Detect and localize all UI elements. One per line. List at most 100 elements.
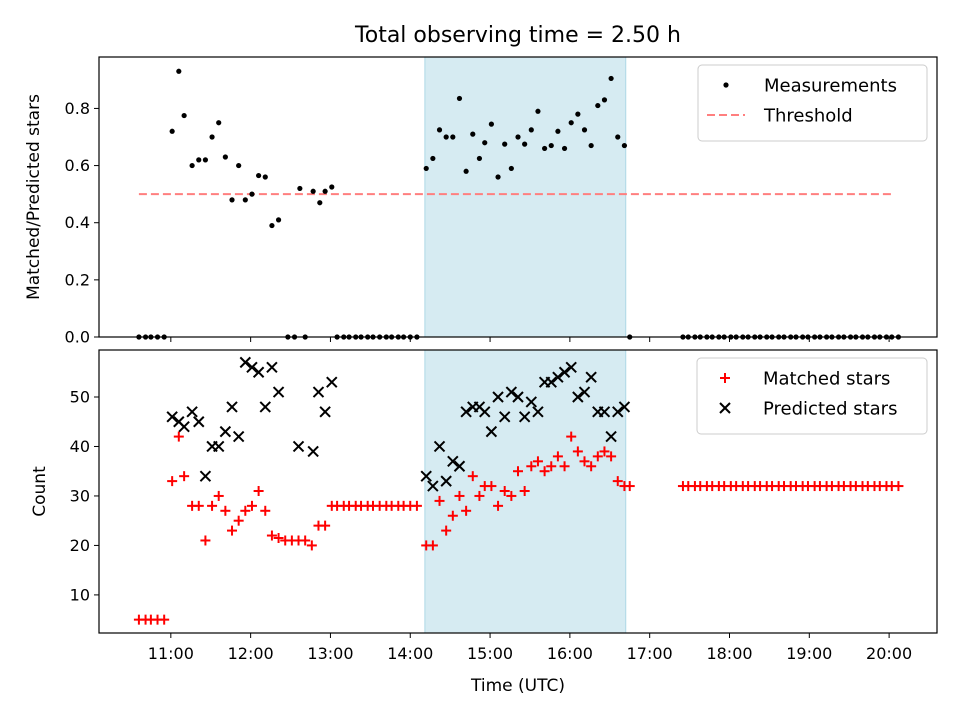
marker-stroke (178, 420, 190, 433)
matched-stars-point (461, 505, 472, 516)
marker-stroke (578, 386, 591, 398)
marker-stroke (512, 391, 524, 403)
marker-stroke (460, 406, 472, 418)
legend-label: Threshold (763, 106, 853, 127)
x-axis-title: Time (UTC) (470, 676, 565, 696)
matched-stars-point (546, 461, 557, 472)
marker-stroke (259, 401, 271, 413)
measurements-point (621, 142, 628, 149)
legend-label: Matched stars (763, 369, 890, 390)
measurements-point (256, 172, 262, 179)
marker-stroke (252, 366, 265, 378)
predicted-stars-point (525, 396, 538, 408)
bottom-legend: Matched stars Predicted stars (696, 357, 928, 435)
measurements-point (502, 141, 508, 147)
marker-stroke (447, 455, 459, 468)
matched-stars-point (539, 466, 550, 477)
x-tick-label: 12:00 (228, 644, 274, 663)
measurements-point (169, 128, 175, 134)
marker-stroke (473, 401, 486, 413)
legend-marker (723, 82, 729, 88)
predicted-stars-point (166, 411, 178, 423)
predicted-stars-point (572, 391, 584, 403)
predicted-stars-point (427, 480, 439, 492)
marker-stroke (272, 386, 285, 398)
predicted-stars-point (232, 430, 245, 443)
measurements-point (608, 75, 614, 82)
matched-stars-point (159, 614, 170, 625)
matched-stars-point (559, 461, 570, 472)
marker-stroke (498, 411, 511, 423)
marker-stroke (618, 401, 631, 413)
marker-stroke (479, 406, 491, 418)
predicted-stars-point (193, 416, 205, 428)
measurements-point (488, 121, 494, 127)
measurements-point (216, 120, 222, 126)
predicted-stars-point (319, 406, 331, 418)
matched-stars-point (592, 451, 603, 462)
marker-stroke (307, 445, 319, 458)
matched-stars-point (179, 471, 190, 482)
predicted-stars-point (272, 386, 285, 398)
marker-stroke (492, 391, 504, 403)
measurements-point (588, 142, 594, 149)
measurements-point (456, 95, 463, 102)
measurements-point (615, 134, 621, 140)
measurements-point (515, 134, 521, 140)
matched-stars-point (253, 486, 264, 497)
predicted-stars-point (605, 430, 617, 443)
measurements-point (317, 200, 323, 206)
predicted-stars-point (518, 411, 531, 423)
measurements-point (470, 131, 476, 137)
top-y-tick-label: 0.6 (65, 156, 90, 175)
matched-stars-point (526, 461, 537, 472)
marker-stroke (525, 396, 538, 408)
matched-stars-point (213, 490, 224, 501)
marker-stroke (420, 470, 432, 482)
measurements-point (542, 145, 548, 152)
predicted-stars-point (598, 406, 611, 418)
bottom-y-tick-label: 50 (70, 388, 90, 407)
marker-stroke (440, 475, 452, 487)
predicted-stars-point (558, 366, 571, 378)
marker-stroke (226, 401, 238, 413)
matched-stars-point (572, 446, 583, 457)
matched-stars-point (320, 520, 331, 531)
x-tick-label: 18:00 (706, 644, 752, 663)
measurements-point (196, 157, 202, 163)
predicted-stars-point (213, 440, 225, 453)
matched-stars-point (427, 540, 438, 551)
matched-stars-point (454, 490, 465, 501)
measurements-point (310, 188, 316, 194)
measurements-point (209, 134, 215, 140)
measurements-point (561, 145, 568, 152)
marker-stroke (232, 430, 245, 443)
predicted-stars-point (447, 455, 459, 468)
top-y-tick-label: 0.2 (65, 270, 90, 289)
matched-stars-point (624, 481, 635, 492)
predicted-stars-point (246, 361, 258, 374)
predicted-stars-point (307, 445, 319, 458)
predicted-stars-point (440, 475, 452, 487)
marker-stroke (427, 480, 439, 492)
marker-stroke (565, 361, 577, 374)
predicted-stars-point (312, 386, 325, 398)
top-legend: Measurements Threshold (697, 64, 928, 142)
predicted-stars-point (259, 401, 271, 413)
marker-stroke (545, 376, 557, 388)
matched-stars-point (233, 515, 244, 526)
measurements-point (242, 197, 248, 203)
measurements-point (297, 185, 303, 192)
marker-stroke (166, 411, 178, 423)
matched-stars-point (532, 456, 543, 467)
predicted-stars-point (433, 440, 446, 453)
predicted-stars-point (612, 406, 624, 418)
marker-stroke (186, 406, 198, 418)
predicted-stars-point (545, 376, 557, 388)
top-panel: 0.0 0.2 0.4 0.6 0.8 Matched/Predicted stars Me… (24, 56, 938, 347)
matched-stars-point (467, 471, 478, 482)
measurements-point (528, 127, 534, 133)
predicted-stars-point (498, 411, 511, 423)
measurements-point (581, 127, 588, 133)
matched-stars-point (173, 431, 184, 442)
